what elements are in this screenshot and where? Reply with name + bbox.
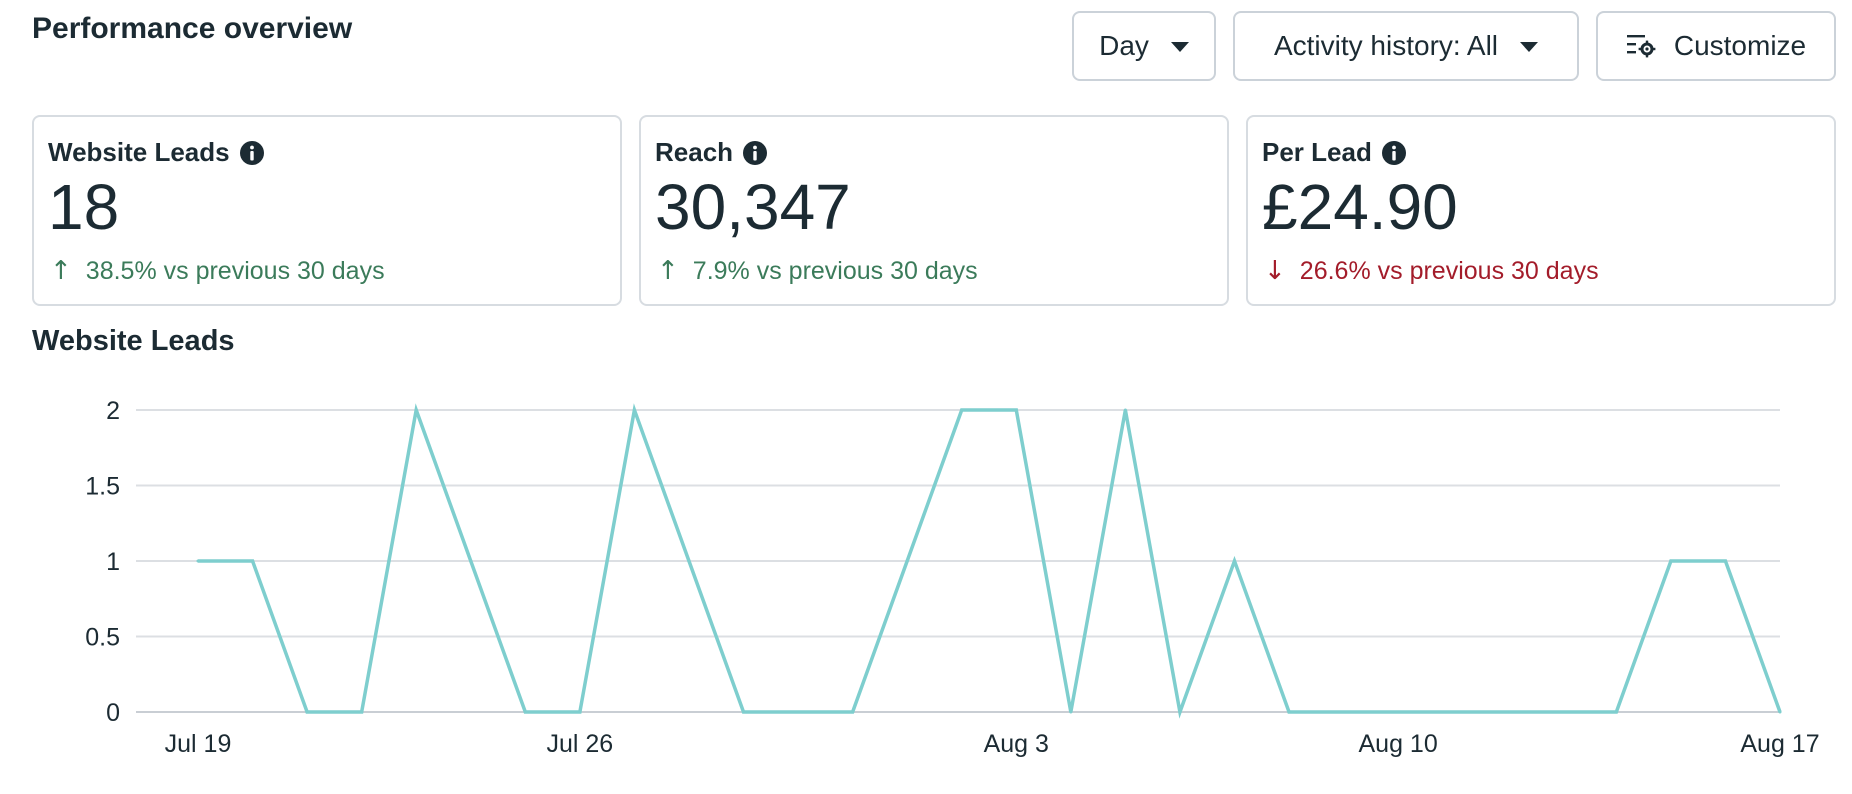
arrow-up-icon: ↑ <box>657 256 679 286</box>
x-tick-label: Aug 3 <box>984 730 1049 758</box>
info-icon[interactable] <box>1381 140 1407 166</box>
y-tick-label: 2 <box>106 397 120 425</box>
metric-change-text: 7.9% vs previous 30 days <box>692 256 978 285</box>
customize-icon <box>1626 35 1656 58</box>
x-tick-label: Jul 26 <box>547 730 614 758</box>
page-title: Performance overview <box>32 12 353 45</box>
y-tick-label: 0.5 <box>85 624 120 652</box>
data-point[interactable] <box>414 408 418 412</box>
series-line <box>198 403 1782 719</box>
customize-button[interactable]: Customize <box>1596 11 1836 81</box>
metric-label: Reach <box>655 137 734 167</box>
data-point[interactable] <box>851 710 855 714</box>
data-point[interactable] <box>632 408 636 412</box>
metric-value: 30,347 <box>655 171 851 243</box>
info-icon[interactable] <box>239 140 265 166</box>
metric-card-website-leads: Website Leads 18 ↑ 38.5% vs previous 30 … <box>32 115 622 306</box>
y-tick-label: 1 <box>106 548 120 576</box>
day-dropdown-label: Day <box>1099 30 1149 61</box>
metric-change-text: 26.6% vs previous 30 days <box>1299 256 1599 285</box>
data-point[interactable] <box>523 710 527 714</box>
caret-down-icon <box>1520 42 1539 52</box>
data-point[interactable] <box>1069 710 1073 714</box>
y-tick-label: 1.5 <box>85 473 120 501</box>
data-point[interactable] <box>1560 710 1564 714</box>
data-point[interactable] <box>578 710 582 714</box>
data-point[interactable] <box>360 710 364 714</box>
x-tick-label: Jul 19 <box>165 730 232 758</box>
data-point[interactable] <box>1669 559 1673 563</box>
caret-down-icon <box>1170 42 1189 52</box>
metric-value: £24.90 <box>1262 171 1458 243</box>
metric-label-wrapper: Per Lead <box>1262 137 1407 168</box>
metric-label: Website Leads <box>48 137 230 167</box>
arrow-down-icon: ↓ <box>1264 256 1286 286</box>
customize-label: Customize <box>1673 30 1807 61</box>
activity-history-dropdown[interactable]: Activity history: All <box>1233 11 1579 81</box>
arrow-up-icon: ↑ <box>50 256 72 286</box>
data-point[interactable] <box>1778 710 1782 714</box>
data-point[interactable] <box>1723 559 1727 563</box>
data-point[interactable] <box>469 559 473 563</box>
y-tick-label: 0 <box>106 699 120 727</box>
info-icon[interactable] <box>742 140 768 166</box>
data-point[interactable] <box>1287 710 1291 714</box>
data-point[interactable] <box>742 710 746 714</box>
data-point[interactable] <box>960 408 964 412</box>
day-dropdown[interactable]: Day <box>1072 11 1216 81</box>
data-point[interactable] <box>1396 710 1400 714</box>
data-point[interactable] <box>1342 710 1346 714</box>
data-point[interactable] <box>1614 710 1618 714</box>
metric-label-wrapper: Reach <box>655 137 768 168</box>
activity-history-label: Activity history: All <box>1273 30 1499 61</box>
data-point[interactable] <box>251 559 255 563</box>
metric-change: ↑ 7.9% vs previous 30 days <box>657 256 978 286</box>
data-point[interactable] <box>796 710 800 714</box>
data-point[interactable] <box>1451 710 1455 714</box>
metric-card-reach: Reach 30,347 ↑ 7.9% vs previous 30 days <box>639 115 1229 306</box>
data-point[interactable] <box>196 559 200 563</box>
data-point[interactable] <box>1014 408 1018 412</box>
data-point[interactable] <box>1178 710 1182 714</box>
metric-change-text: 38.5% vs previous 30 days <box>85 256 385 285</box>
data-point[interactable] <box>1123 408 1127 412</box>
metric-change: ↓ 26.6% vs previous 30 days <box>1264 256 1599 286</box>
x-tick-label: Aug 10 <box>1359 730 1438 758</box>
metric-label: Per Lead <box>1262 137 1372 167</box>
data-point[interactable] <box>1232 559 1236 563</box>
metric-change: ↑ 38.5% vs previous 30 days <box>50 256 385 286</box>
data-point[interactable] <box>305 710 309 714</box>
metric-value: 18 <box>48 171 120 243</box>
metric-card-per-lead: Per Lead £24.90 ↓ 26.6% vs previous 30 d… <box>1246 115 1836 306</box>
x-tick-label: Aug 17 <box>1740 730 1819 758</box>
data-point[interactable] <box>687 559 691 563</box>
metric-label-wrapper: Website Leads <box>48 137 265 168</box>
data-point[interactable] <box>1505 710 1509 714</box>
chart-title: Website Leads <box>32 325 235 357</box>
data-point[interactable] <box>905 559 909 563</box>
